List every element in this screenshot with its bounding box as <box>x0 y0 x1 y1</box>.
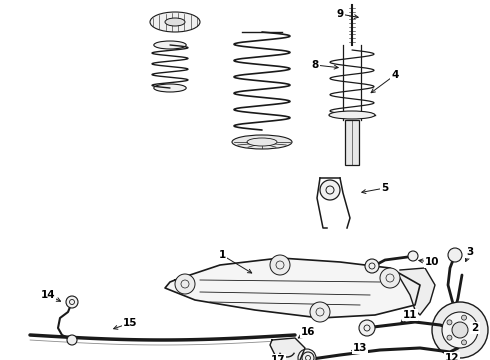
Ellipse shape <box>150 12 200 32</box>
Text: 5: 5 <box>381 183 389 193</box>
Text: 4: 4 <box>392 70 399 80</box>
Ellipse shape <box>232 135 292 149</box>
Text: 15: 15 <box>123 318 137 328</box>
Circle shape <box>448 248 462 262</box>
Text: 11: 11 <box>403 310 417 320</box>
Text: 8: 8 <box>311 60 318 70</box>
Circle shape <box>175 274 195 294</box>
Ellipse shape <box>329 111 375 119</box>
Ellipse shape <box>154 41 186 49</box>
Text: 10: 10 <box>425 257 439 267</box>
Polygon shape <box>270 338 305 360</box>
Circle shape <box>447 335 452 340</box>
Circle shape <box>310 302 330 322</box>
Circle shape <box>302 352 314 360</box>
Circle shape <box>66 296 78 308</box>
Text: 14: 14 <box>41 290 55 300</box>
Circle shape <box>462 340 466 345</box>
Text: 17: 17 <box>270 355 285 360</box>
Text: 13: 13 <box>353 343 367 353</box>
Circle shape <box>380 268 400 288</box>
Text: 1: 1 <box>219 250 225 260</box>
Text: 12: 12 <box>445 353 459 360</box>
Circle shape <box>320 180 340 200</box>
Text: 2: 2 <box>471 323 479 333</box>
Circle shape <box>365 259 379 273</box>
Polygon shape <box>400 268 435 315</box>
Circle shape <box>67 335 77 345</box>
Circle shape <box>432 302 488 358</box>
Circle shape <box>462 315 466 320</box>
Circle shape <box>447 320 452 325</box>
Circle shape <box>270 255 290 275</box>
Text: 9: 9 <box>337 9 343 19</box>
Circle shape <box>359 320 375 336</box>
Text: 3: 3 <box>466 247 474 257</box>
Circle shape <box>452 322 468 338</box>
Ellipse shape <box>154 84 186 92</box>
Circle shape <box>298 349 316 360</box>
Circle shape <box>442 312 478 348</box>
Polygon shape <box>165 258 420 318</box>
Bar <box>345 120 359 165</box>
Text: 16: 16 <box>301 327 315 337</box>
Circle shape <box>470 328 475 333</box>
Ellipse shape <box>165 18 185 26</box>
Circle shape <box>408 251 418 261</box>
